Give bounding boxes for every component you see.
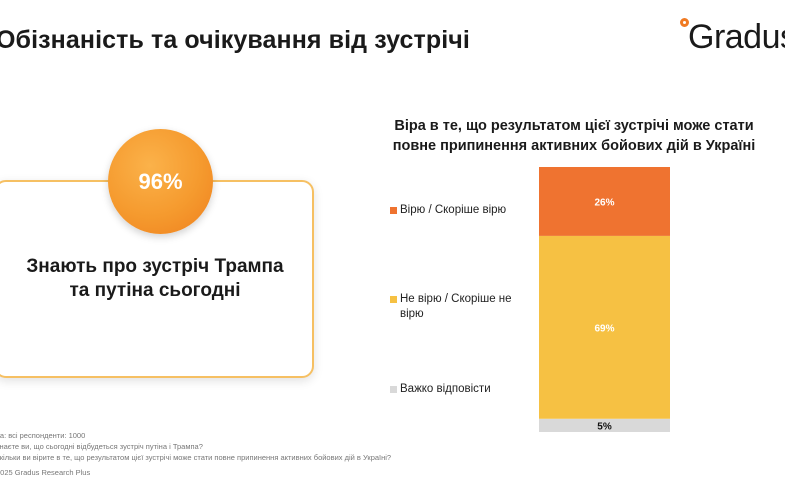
legend-swatch-hard-to-say [390, 386, 397, 393]
footnote-copyright: 2025 Gradus Research Plus [0, 468, 91, 477]
chart-title-line2: повне припинення активних бойових дій в … [392, 138, 756, 154]
footnote-question2: скільки ви вірите в те, що результатом ц… [0, 453, 392, 462]
bar-segment-believe [539, 167, 670, 236]
bar-segment-not-believe-label: 69% [594, 323, 614, 334]
legend-label-not-believe-line1: Не вірю / Скоріше не [400, 293, 512, 305]
awareness-value-circle: 96% [108, 129, 213, 234]
legend-label-not-believe-line2: вірю [400, 308, 424, 320]
legend-label-not-believe: Не вірю / Скоріше не вірю [400, 292, 530, 322]
bar-segment-believe-label: 26% [594, 197, 614, 208]
bar-segment-hard-to-say [539, 418, 670, 432]
awareness-text-line2: та путіна сьогодні [69, 280, 241, 301]
gradus-logo: Gradus [680, 16, 785, 62]
legend-label-hard-to-say: Важко відповісти [400, 383, 491, 395]
legend-swatch-not-believe [390, 296, 397, 303]
legend-label-believe: Вірю / Скоріше вірю [400, 204, 507, 216]
footnote-question1: знаєте ви, що сьогодні відбудеться зустр… [0, 442, 203, 451]
awareness-text: Знають про зустріч Трампа та путіна сьог… [0, 255, 310, 303]
bar-segment-hard-to-say-label: 5% [597, 421, 612, 432]
logo-text: Gradus [688, 18, 785, 56]
chart-title-line1: Віра в те, що результатом цієї зустрічі … [394, 118, 754, 134]
chart-title: Віра в те, що результатом цієї зустрічі … [374, 116, 774, 156]
awareness-value: 96% [138, 168, 183, 194]
legend-swatch-believe [390, 207, 397, 214]
awareness-text-line1: Знають про зустріч Трампа [26, 256, 284, 277]
bar-segment-not-believe [539, 235, 670, 419]
page-title: Обізнаність та очікування від зустрічі [0, 26, 470, 54]
logo-dot-icon [680, 18, 689, 27]
footnote-base: ва: всі респонденти: 1000 [0, 431, 86, 440]
